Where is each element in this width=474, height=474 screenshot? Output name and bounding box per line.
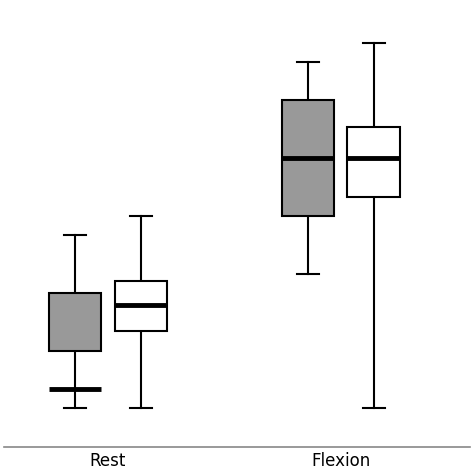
Bar [115, 282, 167, 331]
Bar [282, 100, 334, 216]
Bar [347, 128, 400, 197]
Bar [49, 293, 101, 351]
